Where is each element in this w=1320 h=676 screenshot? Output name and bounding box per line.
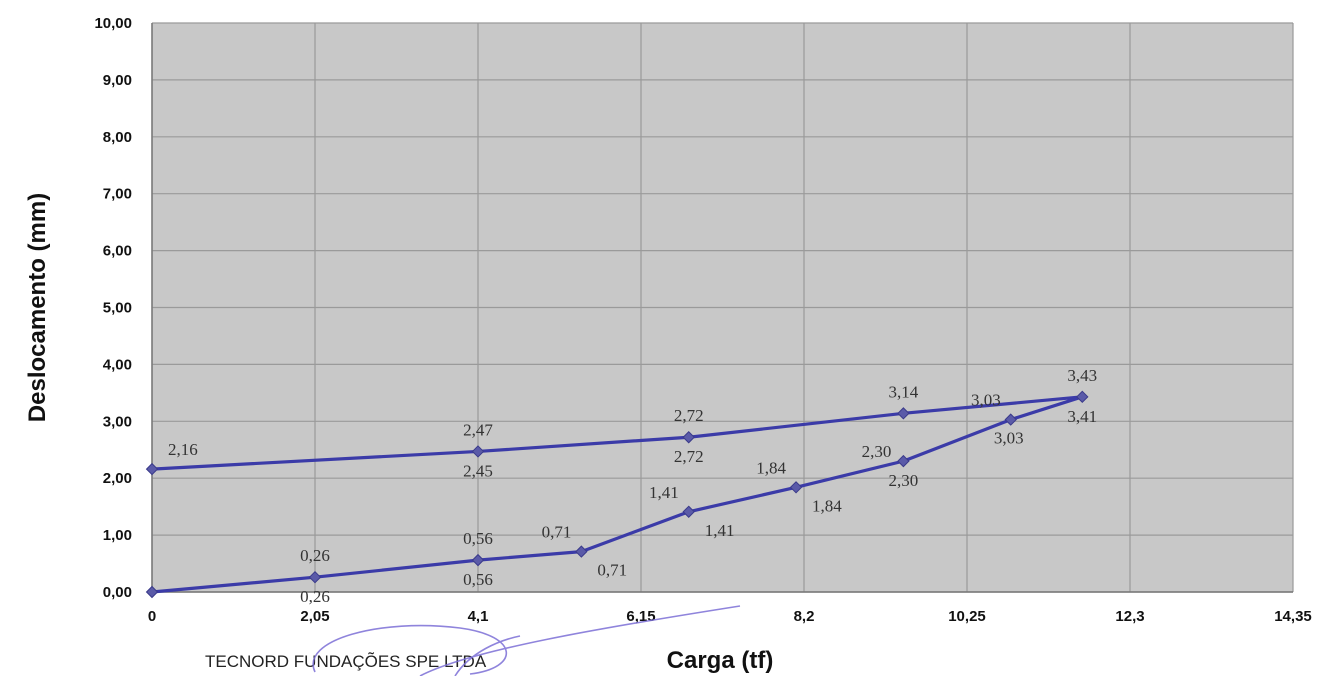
x-tick-label: 0 xyxy=(148,608,156,625)
data-label: 3,03 xyxy=(971,391,1001,410)
data-label: 0,26 xyxy=(300,546,330,565)
data-point-marker xyxy=(471,553,485,567)
data-label: 1,41 xyxy=(705,521,735,540)
data-point-marker xyxy=(789,481,803,494)
data-point-marker xyxy=(575,545,588,558)
x-tick-label: 10,25 xyxy=(948,608,986,625)
grid-lines xyxy=(151,22,1294,593)
x-tick-label: 12,3 xyxy=(1115,608,1144,625)
x-axis-title: Carga (tf) xyxy=(667,647,774,674)
data-label: 1,84 xyxy=(756,458,786,477)
data-point-marker xyxy=(682,505,695,518)
data-label: 3,14 xyxy=(889,382,919,401)
x-tick-label: 14,35 xyxy=(1274,608,1312,625)
data-label: 1,41 xyxy=(649,483,679,502)
y-tick-label: 5,00 xyxy=(103,300,132,317)
data-point-marker xyxy=(308,570,322,584)
data-label: 2,45 xyxy=(463,461,493,480)
data-label: 3,03 xyxy=(994,429,1024,448)
data-label: 0,26 xyxy=(300,587,330,606)
y-tick-label: 2,00 xyxy=(103,470,132,487)
x-tick-label: 8,2 xyxy=(794,608,815,625)
data-label: 2,30 xyxy=(889,471,919,490)
data-label: 2,16 xyxy=(168,440,198,459)
y-tick-label: 3,00 xyxy=(103,413,132,430)
y-axis-tick-labels: 0,00 1,00 2,00 3,00 4,00 5,00 6,00 7,00 8,00 9,00… xyxy=(94,15,132,601)
data-label: 2,30 xyxy=(862,442,892,461)
series-layer xyxy=(145,390,1089,599)
data-label: 2,47 xyxy=(463,420,493,439)
data-point-marker xyxy=(897,407,910,420)
data-label: 0,71 xyxy=(542,523,572,542)
data-point-marker xyxy=(897,454,910,468)
data-point-marker xyxy=(682,431,695,444)
data-label: 0,56 xyxy=(463,529,493,548)
y-tick-label: 1,00 xyxy=(103,527,132,544)
x-axis-tick-labels: 0 2,05 4,1 6,15 8,2 10,25 12,3 14,35 xyxy=(148,608,1312,625)
data-label: 0,71 xyxy=(597,561,627,580)
y-tick-label: 8,00 xyxy=(103,129,132,146)
data-point-marker xyxy=(1076,390,1089,404)
data-label: 0,56 xyxy=(463,570,493,589)
data-label: 3,43 xyxy=(1067,366,1097,385)
x-tick-label: 2,05 xyxy=(300,608,329,625)
y-tick-label: 7,00 xyxy=(103,186,132,203)
data-label: 2,72 xyxy=(674,447,704,466)
y-tick-label: 0,00 xyxy=(103,584,132,601)
data-point-marker xyxy=(471,445,485,458)
data-label: 2,72 xyxy=(674,406,704,425)
x-tick-label: 4,1 xyxy=(468,608,489,625)
company-name: TECNORD FUNDAÇÕES SPE LTDA xyxy=(205,652,487,671)
data-point-marker xyxy=(145,462,159,476)
data-label: 1,84 xyxy=(812,496,842,515)
y-axis-title: Deslocamento (mm) xyxy=(24,193,51,422)
signature-scribble xyxy=(312,605,741,676)
data-label: 3,41 xyxy=(1067,407,1097,426)
data-labels-layer: 0,26 0,26 0,56 0,56 0,71 0,71 1,41 1,41 1,84 1,84… xyxy=(168,366,1097,606)
y-tick-label: 4,00 xyxy=(103,356,132,373)
y-tick-label: 9,00 xyxy=(103,72,132,89)
y-tick-label: 6,00 xyxy=(103,243,132,260)
data-point-marker xyxy=(1004,413,1017,426)
signature-stroke xyxy=(312,605,741,676)
data-point-marker xyxy=(145,585,159,599)
y-tick-label: 10,00 xyxy=(94,15,132,32)
